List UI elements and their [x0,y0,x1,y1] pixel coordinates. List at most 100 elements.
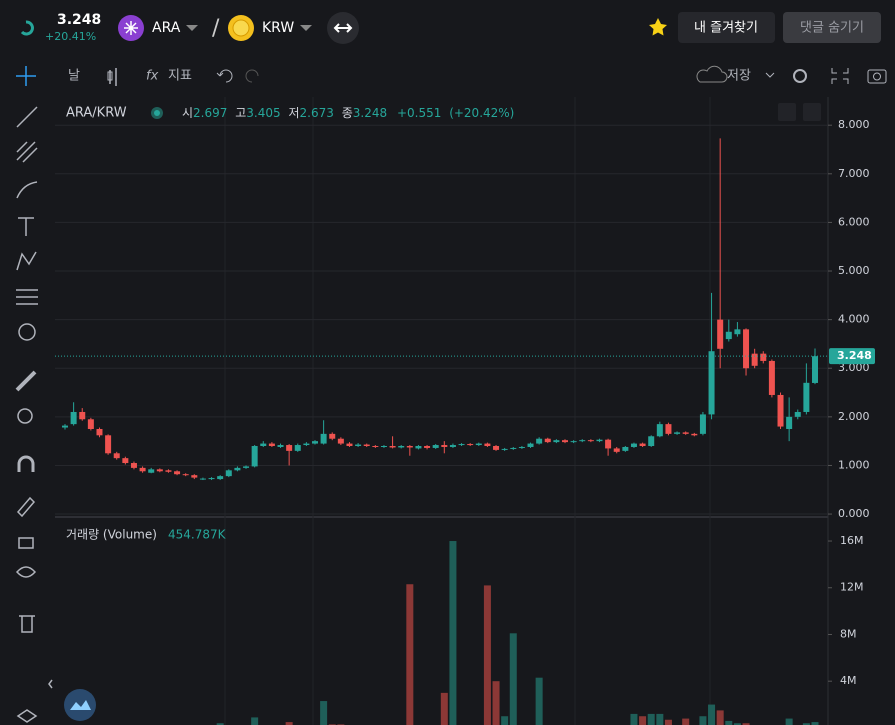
hide-comments-button[interactable] [783,12,881,43]
dropdown-arrow [300,25,312,31]
volume-tick-label: 4M [840,674,857,687]
favorites-label: 내 즐겨찾기 [694,21,758,36]
undo-icon[interactable] [216,69,233,83]
price-grid [55,97,828,725]
fullscreen-icon[interactable] [831,68,849,84]
volume-bar [406,584,414,725]
candle-body [113,453,120,459]
ara-icon-mark [124,21,138,35]
interval-button[interactable]: 날 [68,69,80,84]
open-label: 시 [182,106,193,120]
lock-tool[interactable] [18,537,34,549]
lock-draw-tool[interactable] [16,496,36,518]
chart-legend: ARA/KRW 시2.697 고3.405 저2.673 종3.248 +0.5… [66,103,821,542]
favorites-button[interactable] [678,12,775,43]
fib-tool[interactable] [16,289,38,305]
candle-body [648,436,655,447]
volume-tick-label: 8M [840,627,857,640]
y-tick-label: 8.000 [838,118,870,131]
volume-bar [785,718,793,725]
candle-body [398,446,405,448]
quote-selector[interactable]: KRW [228,15,312,41]
candle-body [62,425,68,428]
candle-body [501,448,508,450]
volume-bar [699,716,707,725]
candle-body [622,446,629,451]
text-tool[interactable] [18,217,34,236]
redo-icon[interactable] [245,69,259,83]
pattern-tool[interactable] [16,251,37,271]
volume-bar [483,585,491,725]
status-dot-inner [154,110,160,116]
settings-icon[interactable] [793,69,807,83]
volume-bar [440,692,448,725]
candle-body [260,443,267,447]
emoji-tool[interactable] [18,323,36,341]
magnet-tool[interactable] [17,455,35,472]
scroll-button[interactable] [778,103,796,121]
candle-body [536,438,543,444]
y-tick-label: 0.000 [838,507,870,520]
volume-bar [802,723,810,725]
indicators-button[interactable]: 지표 [168,69,192,84]
visibility-tool[interactable] [15,566,37,578]
volume-bar [647,713,655,725]
chart-toolbar: 날 fx 지표 저장 [68,65,887,86]
star-icon[interactable] [649,18,667,36]
change-pct: (+20.42%) [449,106,514,120]
candle-body [268,443,275,447]
candle-body [656,424,663,437]
candle-body [406,446,413,448]
candle-body [182,474,189,476]
layers-tool[interactable] [16,709,38,723]
candle-body [165,470,172,472]
pair-slash: / [212,16,220,41]
base-selector[interactable]: ARA [118,15,198,41]
candle-body [363,444,370,447]
crosshair-tool[interactable] [16,66,36,86]
volume-bar [708,704,716,725]
candle-body [415,446,422,449]
candle-body [605,439,612,449]
candle-body [174,471,181,475]
candle-body [777,394,784,427]
candle-body [372,446,379,448]
drawing-tools [15,66,53,723]
candle-type-icon-body [107,71,113,81]
candle-body [544,438,551,443]
trendline-tool[interactable] [16,106,38,128]
zoom-tool[interactable] [17,408,33,424]
candle-body [191,475,198,478]
candle-body [493,446,500,450]
collapse-arrow[interactable] [48,679,53,689]
candle-layer [55,138,828,481]
screenshot-icon[interactable] [867,69,887,84]
candle-body [139,467,146,472]
brush-tool[interactable] [16,181,38,199]
swap-button[interactable] [327,12,359,44]
status-icon [20,20,34,36]
save-dropdown[interactable] [765,72,775,78]
y-tick-label: 3.000 [838,361,870,374]
candle-body [760,353,767,361]
delete-tool[interactable] [19,615,35,633]
volume-bar [811,722,819,725]
candle-body [518,446,525,448]
volume-bar [716,710,724,725]
header-change: +20.41% [45,30,96,43]
y-tick-label: 5.000 [838,264,870,277]
candle-body [251,446,258,467]
app-logo[interactable] [64,689,96,721]
maximize-button[interactable] [803,103,821,121]
candle-body [458,444,465,446]
open-value: 2.697 [193,106,227,120]
low-value: 2.673 [300,106,334,120]
candle-body [329,433,336,439]
top-bar: 3.248 +20.41% ARA / KRW 내 즐겨찾기 댓글 숨기기 [20,12,881,44]
save-button[interactable]: 저장 [727,69,751,84]
candle-body [510,447,517,449]
pitchfork-tool[interactable] [16,141,38,163]
candle-body [156,469,163,472]
ruler-tool[interactable] [15,370,37,392]
volume-bar [492,681,500,725]
